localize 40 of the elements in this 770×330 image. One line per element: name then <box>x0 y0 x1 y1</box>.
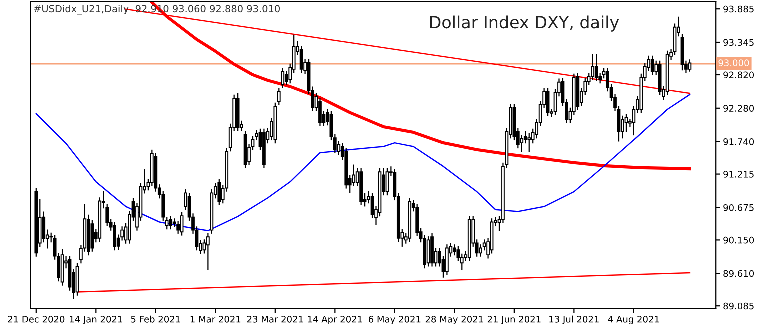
candlestick <box>169 216 173 230</box>
y-tick-label: 93.885 <box>724 6 754 13</box>
x-tick-label: 14 Apr 2021 <box>308 316 362 325</box>
y-tick-label: 91.740 <box>724 138 754 146</box>
x-tick-label: 21 Dec 2020 <box>8 316 65 323</box>
y-tick-label: 91.215 <box>724 171 754 178</box>
y-tick-label: 92.280 <box>724 105 754 112</box>
candlestick <box>426 236 430 267</box>
y-tick-label: 89.610 <box>724 270 754 278</box>
y-tick-label: 92.820 <box>724 72 754 79</box>
ref-line-label: 93.000 <box>718 60 750 66</box>
x-tick-label: 5 Feb 2021 <box>131 316 180 323</box>
candlestick <box>528 133 532 152</box>
x-tick-label: 14 Jan 2021 <box>70 316 122 324</box>
x-tick-label: 23 Mar 2021 <box>247 316 304 323</box>
x-tick-label: 1 Mar 2021 <box>190 316 241 323</box>
candlestick <box>446 244 449 276</box>
x-tick-label: 4 Aug 2021 <box>608 316 660 325</box>
x-tick-label: 6 May 2021 <box>368 316 421 325</box>
y-tick-label: 93.345 <box>724 39 754 46</box>
candlestick <box>386 168 390 196</box>
candlestick <box>277 88 281 106</box>
text: Dollar Index DXY, daily <box>430 16 620 32</box>
candlestick <box>113 222 117 251</box>
candlestick <box>180 212 184 236</box>
candlestick <box>520 135 524 152</box>
y-tick-label: 89.085 <box>724 302 754 310</box>
candlestick <box>206 233 210 270</box>
x-tick-label: 28 May 2021 <box>426 316 484 325</box>
candlestick <box>218 179 222 206</box>
y-tick-label: 90.150 <box>724 236 754 244</box>
candlestick <box>281 68 285 89</box>
x-tick-label: 21 Jun 2021 <box>488 316 541 324</box>
candlestick <box>688 60 692 72</box>
candlestick <box>650 56 654 76</box>
candlestick <box>594 54 598 82</box>
y-tick-label: 90.675 <box>724 204 754 212</box>
candlestick <box>546 88 550 116</box>
x-tick-label: 13 Jul 2021 <box>550 316 599 324</box>
line-series <box>36 94 691 232</box>
